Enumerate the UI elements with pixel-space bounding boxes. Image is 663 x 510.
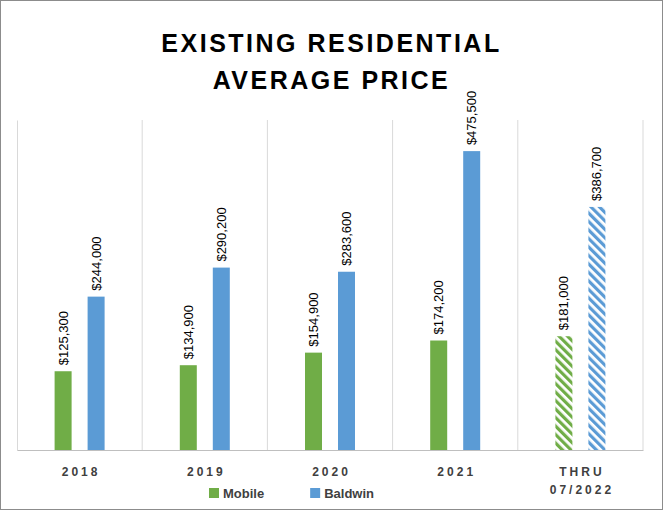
x-tick-label-line: 2018 [62, 465, 101, 479]
x-tick: 2021 [437, 450, 476, 479]
frame [1, 1, 663, 510]
y-axis-line [17, 121, 18, 451]
title-line: AVERAGE PRICE [213, 66, 451, 94]
x-tick-label-line: 07/2022 [550, 483, 614, 497]
x-tick-label-line: 2019 [187, 465, 226, 479]
x-tick-label: 2019 [187, 465, 226, 479]
title: EXISTING RESIDENTIAL AVERAGE PRICE [161, 29, 501, 94]
x-tick-label-line: THRU [559, 465, 604, 479]
data-labels: $125,300 $134,900 $154,900 $174,200 $181,000… [56, 91, 605, 365]
category-separator [517, 120, 518, 450]
legend: Mobile Baldwin [209, 486, 374, 501]
bar [55, 371, 72, 450]
x-tick-label: 2020 [312, 465, 351, 479]
data-label: $386,700 [589, 147, 604, 201]
category-separator [643, 120, 644, 450]
separators [142, 120, 643, 450]
title-line: EXISTING RESIDENTIAL [161, 29, 501, 57]
bar [430, 341, 447, 450]
data-label: $154,900 [306, 292, 321, 346]
bar [463, 151, 480, 450]
data-label: $244,000 [89, 236, 104, 290]
bar [588, 207, 605, 450]
bar [555, 336, 572, 450]
data-label: $290,200 [214, 207, 229, 261]
x-tick: 2018 [62, 450, 101, 479]
legend-label: Mobile [223, 486, 264, 501]
data-label: $181,000 [556, 276, 571, 330]
bar [180, 365, 197, 450]
bar [213, 268, 230, 450]
data-label: $134,900 [181, 305, 196, 359]
data-label: $174,200 [431, 280, 446, 334]
legend-swatch [310, 488, 320, 498]
bar [88, 297, 105, 450]
legend-label: Baldwin [324, 486, 374, 501]
x-tick: 2020 [312, 450, 351, 479]
category-separator [392, 120, 393, 450]
category-separator [267, 120, 268, 450]
legend-swatch [209, 488, 219, 498]
chart: EXISTING RESIDENTIALAVERAGE PRICE$125,30… [0, 0, 663, 510]
data-label: $283,600 [339, 212, 354, 266]
x-tick: THRU 07/2022 [550, 450, 614, 497]
x-tick-label-line: 2020 [312, 465, 351, 479]
legend-item: Mobile [209, 486, 264, 501]
data-label: $475,500 [464, 91, 479, 145]
x-tick-label-line: 2021 [437, 465, 476, 479]
data-label: $125,300 [56, 311, 71, 365]
legend-item: Baldwin [310, 486, 374, 501]
bars [55, 151, 606, 450]
x-tick-label: THRU 07/2022 [550, 465, 614, 497]
x-tick: 2019 [187, 450, 226, 479]
bar [305, 353, 322, 450]
category-separator [142, 120, 143, 450]
x-axis-line [18, 450, 644, 451]
y-axis [17, 121, 18, 451]
x-tick-label: 2021 [437, 465, 476, 479]
x-tick-label: 2018 [62, 465, 101, 479]
bar [338, 272, 355, 450]
